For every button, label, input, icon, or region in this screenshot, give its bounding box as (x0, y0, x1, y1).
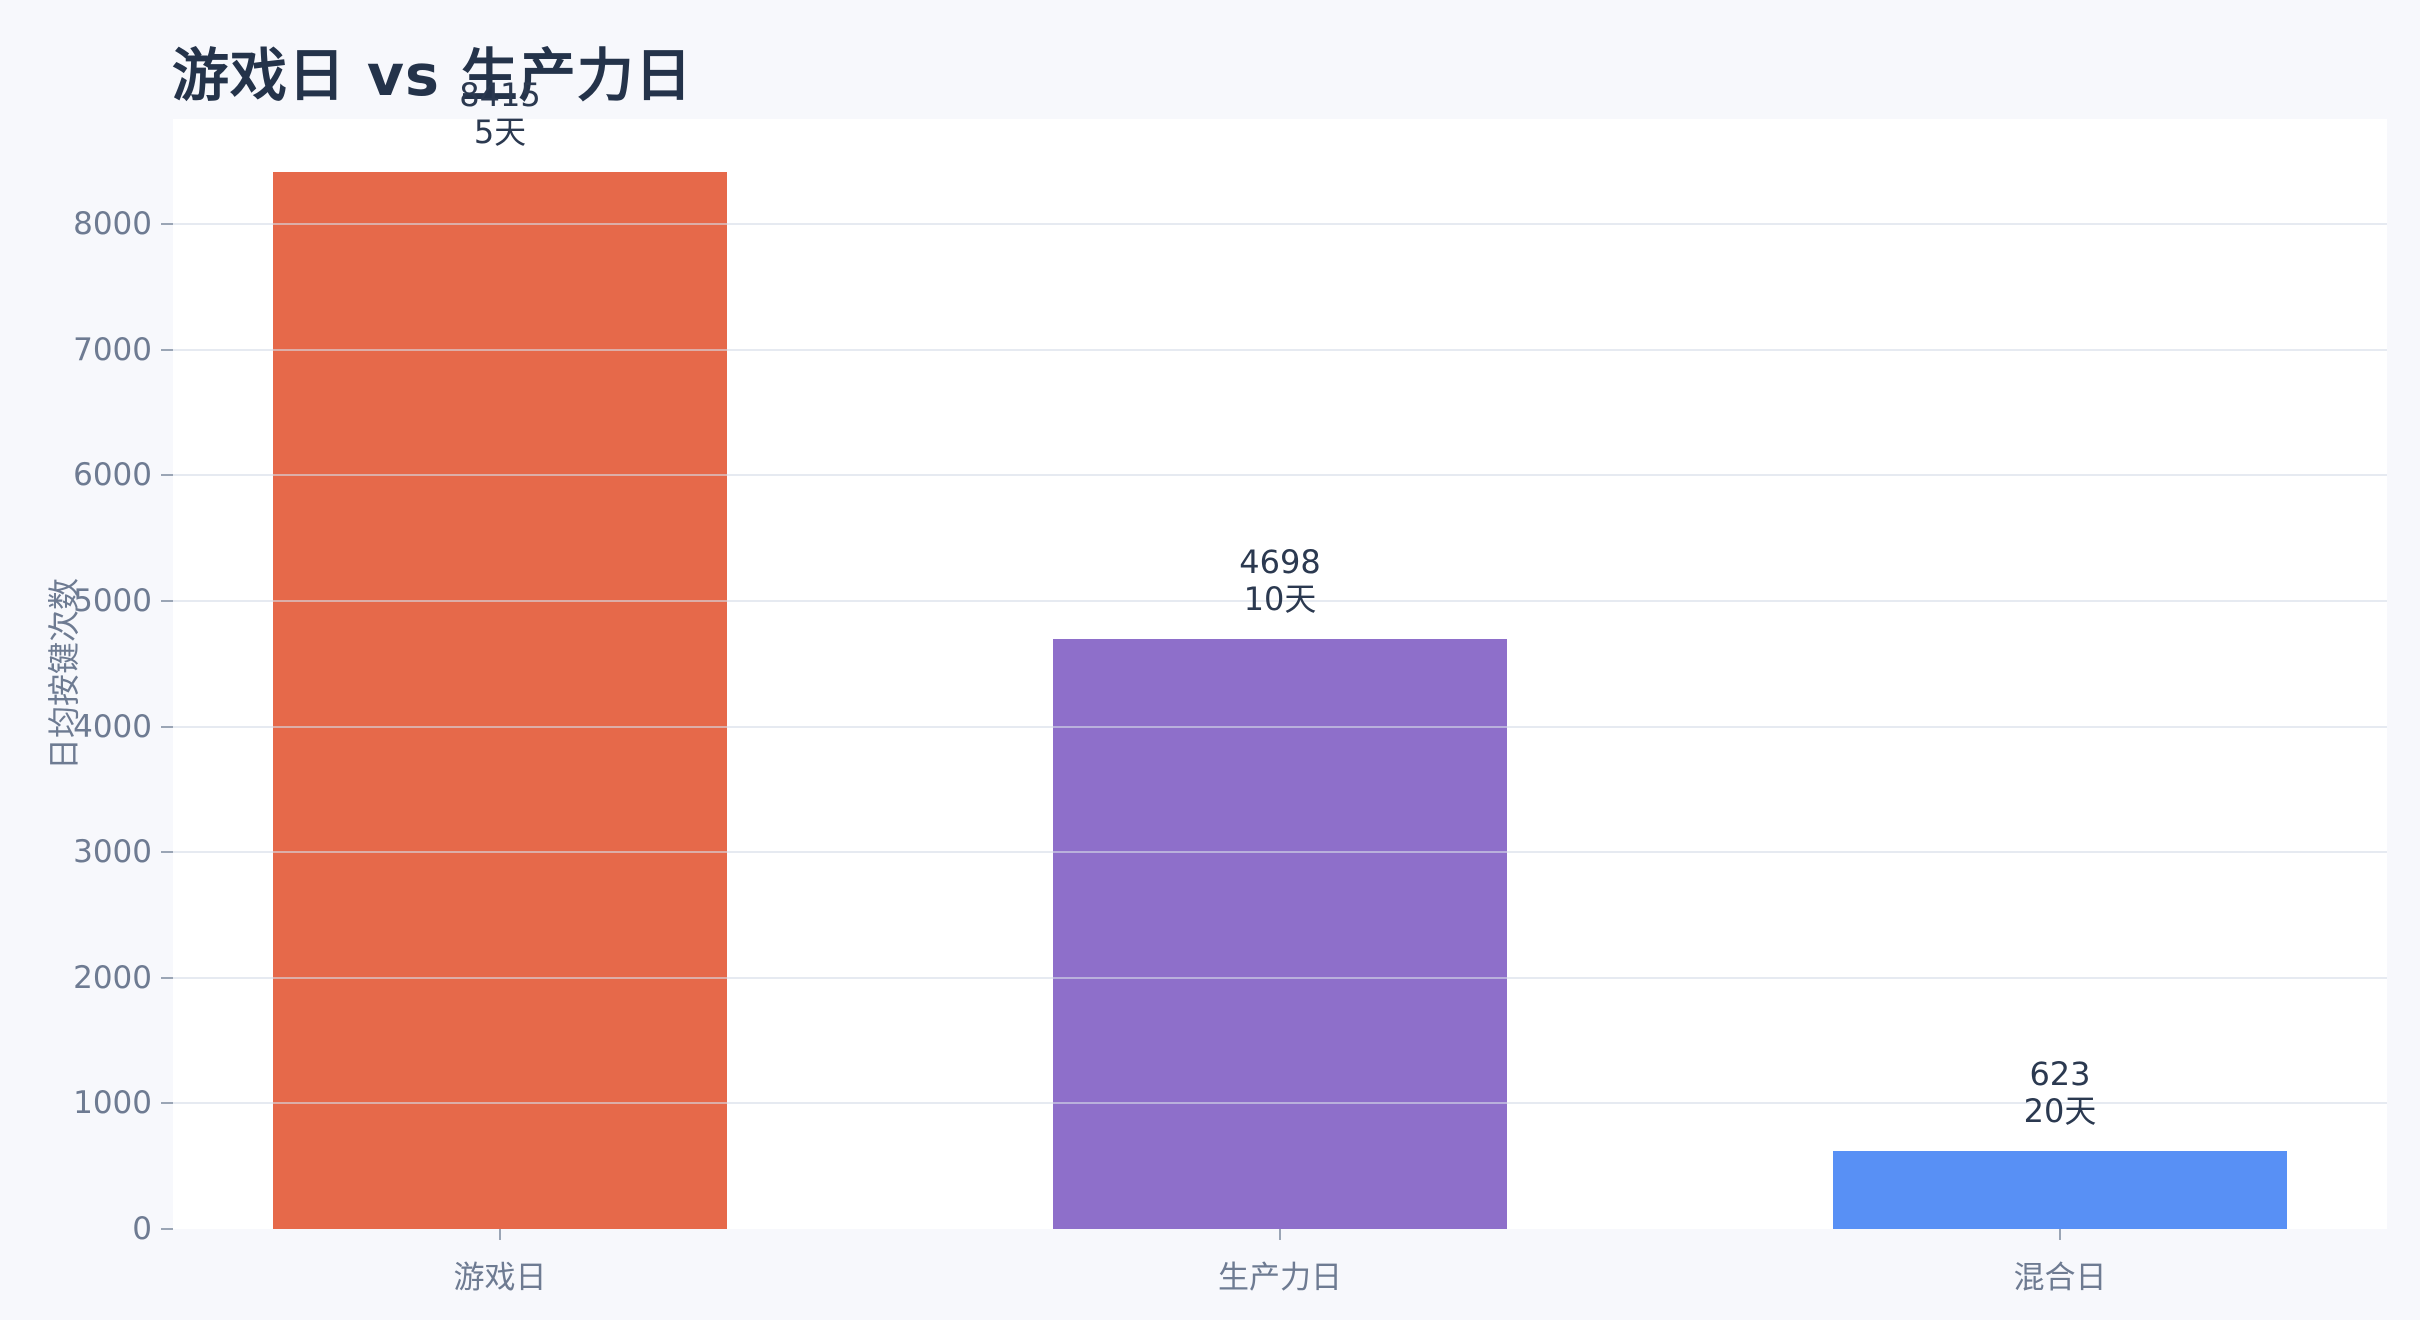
y-tick-mark-7000 (161, 348, 173, 351)
y-tick-label-3000: 3000 (73, 834, 152, 871)
bar-value-line-2: 623 (2029, 1054, 2091, 1093)
x-tick-mark-2 (2058, 1229, 2061, 1240)
gridline-8000 (173, 223, 2387, 226)
y-tick-label-0: 0 (132, 1211, 152, 1247)
bar-value-label-2: 623 20天 (1840, 1054, 2280, 1130)
bars-layer (173, 119, 2387, 1229)
x-tick-label-2: 混合日 (2013, 1260, 2107, 1296)
y-tick-label-2000: 2000 (73, 959, 152, 996)
gridlines-layer (173, 119, 2387, 1229)
bar-value-line-0: 8415 (459, 75, 541, 114)
bar-value-line-1: 4698 (1239, 542, 1321, 581)
y-tick-label-4000: 4000 (73, 708, 152, 745)
bar-value-label-1: 4698 10天 (1060, 542, 1500, 618)
gridline-5000 (173, 599, 2387, 602)
gridline-1000 (173, 1102, 2387, 1105)
bar-value-label-0: 8415 5天 (280, 75, 720, 151)
y-tick-label-8000: 8000 (73, 206, 152, 243)
bar-0 (273, 171, 727, 1229)
bar-1 (1053, 638, 1507, 1229)
y-tick-mark-3000 (161, 851, 173, 854)
y-tick-mark-1000 (161, 1102, 173, 1105)
x-tick-mark-0 (499, 1229, 501, 1240)
x-tick-mark-1 (1279, 1229, 1281, 1240)
y-tick-mark-4000 (161, 725, 173, 728)
y-tick-label-5000: 5000 (73, 582, 152, 619)
y-tick-mark-6000 (161, 474, 173, 477)
gridline-4000 (173, 725, 2387, 728)
bar-days-line-0: 5天 (473, 112, 527, 151)
x-tick-label-1: 生产力日 (1218, 1260, 1342, 1296)
y-tick-label-6000: 6000 (73, 457, 152, 494)
gridline-7000 (173, 348, 2387, 351)
y-tick-label-1000: 1000 (73, 1085, 152, 1122)
y-tick-mark-0 (161, 1228, 173, 1230)
x-tick-label-0: 游戏日 (453, 1260, 547, 1296)
chart-title: 游戏日 vs 生产力日 (172, 43, 693, 109)
y-tick-label-7000: 7000 (73, 331, 152, 368)
plot-area (173, 119, 2387, 1229)
bar-days-line-1: 10天 (1243, 579, 1317, 618)
bar-days-line-2: 20天 (2023, 1091, 2097, 1130)
y-tick-mark-8000 (161, 223, 173, 226)
y-tick-mark-2000 (161, 976, 173, 979)
bar-2 (1832, 1150, 2287, 1229)
gridline-2000 (173, 976, 2387, 979)
y-tick-mark-5000 (161, 599, 173, 602)
gridline-6000 (173, 474, 2387, 477)
gridline-3000 (173, 851, 2387, 854)
